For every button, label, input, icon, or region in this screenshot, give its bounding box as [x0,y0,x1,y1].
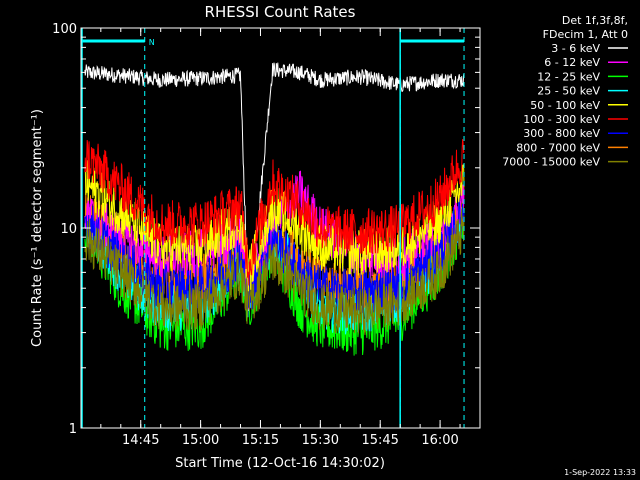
series-line-7000-15000-kev-0 [84,218,261,332]
x-tick-label-5: 16:00 [421,433,458,448]
y-tick-label-1: 10 [60,222,77,237]
x-tick-label-4: 15:45 [361,433,398,448]
series-line-300-800-kev-0 [84,205,261,313]
series-line-100-300-kev-1 [260,139,465,255]
x-tick-label-2: 15:15 [242,433,279,448]
legend-header-line-1: Det 1f,3f,8f, [562,14,628,27]
legend-label-5: 100 - 300 keV [523,113,600,126]
annotation-label-0: N [149,38,155,47]
x-tick-label-0: 14:45 [122,433,159,448]
series-line-3-6-kev-1 [260,62,465,199]
legend-label-2: 12 - 25 keV [537,70,600,83]
x-tick-label-3: 15:30 [302,433,339,448]
legend-label-7: 800 - 7000 keV [516,141,600,154]
chart-title: RHESSI Count Rates [205,3,356,21]
legend-label-6: 300 - 800 keV [523,127,600,140]
footer-date: 1-Sep-2022 13:33 [564,468,636,477]
y-tick-label-2: 100 [52,22,77,37]
legend-label-3: 25 - 50 keV [537,85,600,98]
y-axis-label: Count Rate (s⁻¹ detector segment⁻¹) [30,109,45,347]
series-group [84,62,465,356]
series-line-7000-15000-kev-1 [260,209,465,336]
x-axis-label: Start Time (12-Oct-16 14:30:02) [175,456,385,471]
legend-header-line-2: FDecim 1, Att 0 [543,28,628,41]
legend-label-1: 6 - 12 keV [544,56,600,69]
legend-label-4: 50 - 100 keV [530,99,600,112]
series-line-50-100-kev-0 [84,160,261,292]
legend-label-8: 7000 - 15000 keV [502,156,600,169]
plot-area: N [81,28,465,428]
series-line-3-6-kev-0 [84,64,261,311]
x-tick-label-1: 15:00 [182,433,219,448]
legend-label-0: 3 - 6 keV [551,42,600,55]
axes: 14:45 15:00 15:15 15:30 15:45 16:00 1 10 100 [52,22,481,448]
series-line-100-300-kev-0 [84,140,261,286]
y-tick-label-0: 1 [69,422,77,437]
